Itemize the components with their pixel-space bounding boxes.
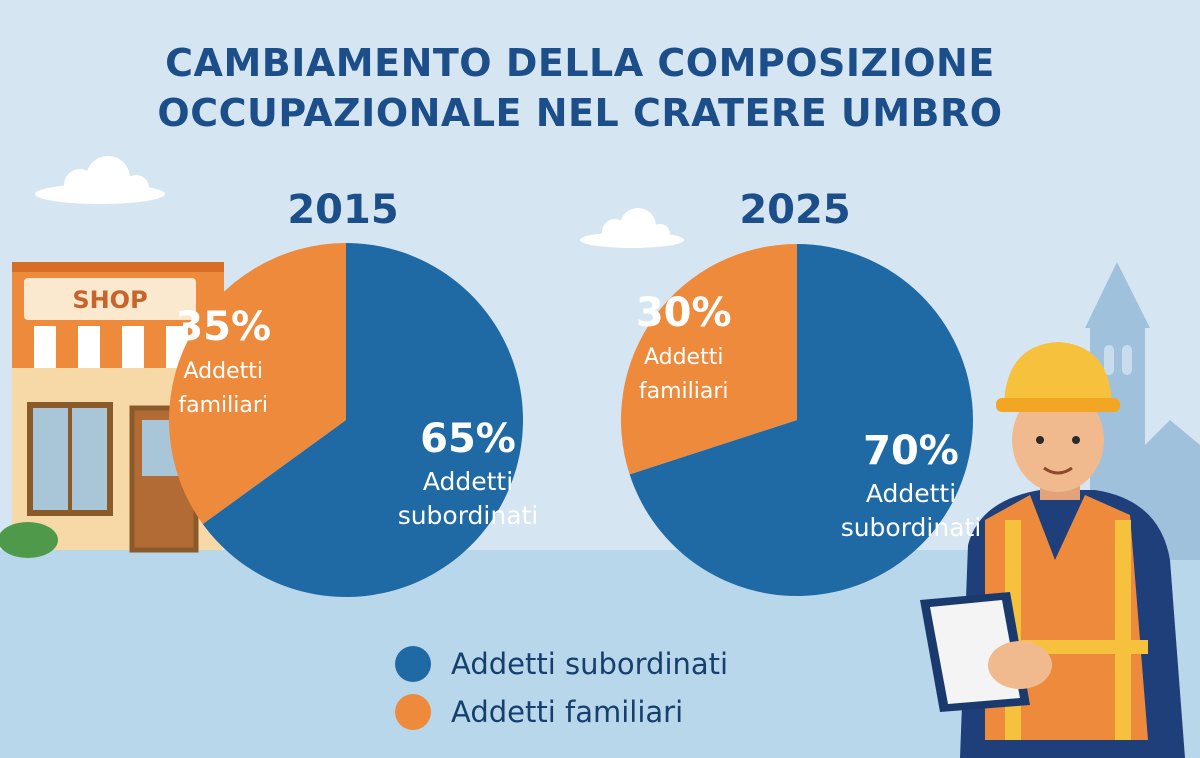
pie-category-label: Addetti — [183, 359, 263, 384]
pie-slice-subordinati — [202, 243, 523, 597]
page-title: CAMBIAMENTO DELLA COMPOSIZIONE OCCUPAZIO… — [0, 38, 1160, 138]
legend-swatch-familiari — [395, 694, 431, 730]
pie-category-label: familiari — [639, 379, 729, 404]
pie-chart-2015: 65% Addetti subordinati 35% Addetti familiari — [168, 243, 539, 597]
pie-percent-label: 30% — [636, 290, 732, 336]
pie-percent-label: 70% — [863, 428, 959, 474]
pie-percent-label: 35% — [175, 304, 271, 350]
title-line-2: OCCUPAZIONALE NEL CRATERE UMBRO — [157, 91, 1003, 135]
legend: Addetti subordinati Addetti familiari — [395, 640, 728, 736]
pie-slice-familiari — [620, 244, 797, 475]
pie-category-label: subordinati — [841, 513, 982, 542]
church-windows — [1104, 345, 1132, 375]
pie-chart-2025: 70% Addetti subordinati 30% Addetti familiari — [620, 244, 982, 596]
chart-2015-title: 2015 — [287, 187, 398, 233]
cloud-right — [580, 208, 684, 248]
pie-category-label: Addetti — [644, 345, 724, 370]
legend-item-familiari: Addetti familiari — [395, 688, 728, 736]
worker-illustration — [920, 342, 1185, 758]
pie-category-label: Addetti — [866, 479, 956, 508]
pie-category-label: familiari — [178, 393, 268, 418]
title-line-1: CAMBIAMENTO DELLA COMPOSIZIONE — [165, 41, 995, 85]
pie-category-label: subordinati — [398, 501, 539, 530]
shop-sign-text: SHOP — [72, 286, 147, 314]
chart-2025-title: 2025 — [739, 187, 850, 233]
pie-category-label: Addetti — [423, 467, 513, 496]
legend-item-subordinati: Addetti subordinati — [395, 640, 728, 688]
legend-swatch-subordinati — [395, 646, 431, 682]
cloud-left — [35, 156, 165, 204]
legend-label-familiari: Addetti familiari — [451, 695, 684, 729]
pie-slice-familiari — [168, 243, 346, 525]
pie-slice-subordinati — [629, 244, 973, 596]
pie-percent-label: 65% — [420, 416, 516, 462]
legend-label-subordinati: Addetti subordinati — [451, 647, 729, 681]
